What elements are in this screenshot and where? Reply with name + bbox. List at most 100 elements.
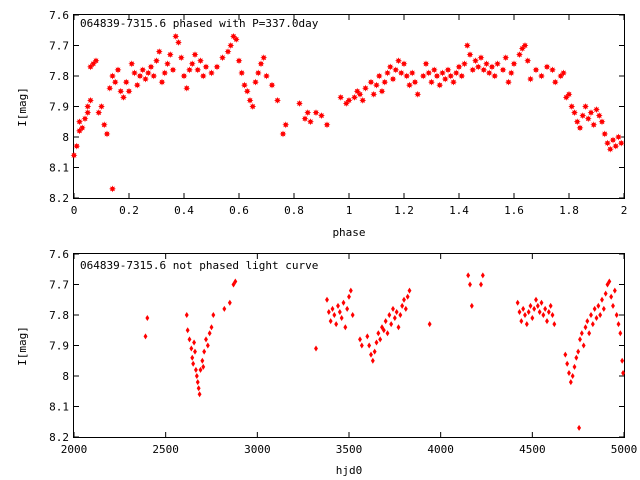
data-point (568, 379, 573, 386)
data-point (499, 66, 507, 74)
data-point (351, 93, 358, 101)
y-tick-label: 7.7 (49, 40, 69, 53)
data-point (530, 315, 535, 322)
data-point (73, 142, 81, 150)
data-point (279, 130, 287, 138)
data-point (480, 272, 485, 279)
data-point (609, 293, 614, 300)
data-point (122, 78, 130, 86)
data-point (158, 78, 166, 86)
data-point (128, 60, 136, 68)
data-point (428, 78, 435, 86)
data-point (581, 342, 586, 349)
x-tick-label: 1.2 (394, 204, 414, 217)
data-point (577, 424, 582, 431)
data-point (419, 72, 427, 80)
data-point (359, 97, 367, 104)
data-point (574, 354, 579, 361)
data-point (469, 66, 477, 74)
data-point (238, 69, 246, 77)
data-point (381, 78, 389, 86)
x-tick-label: 4500 (519, 443, 546, 456)
data-point (394, 308, 399, 315)
data-point (532, 66, 540, 74)
data-point (576, 124, 584, 132)
data-point (169, 66, 177, 74)
data-point (332, 312, 337, 318)
data-point (246, 97, 254, 104)
data-point (572, 363, 577, 370)
data-point (402, 296, 406, 303)
data-point (260, 54, 268, 62)
data-point (477, 54, 485, 62)
data-points (70, 32, 625, 193)
data-point (433, 72, 441, 80)
data-point (337, 93, 345, 101)
data-point (524, 321, 529, 328)
data-point (87, 97, 94, 104)
data-point (209, 324, 214, 331)
data-point (600, 296, 604, 303)
data-point (95, 109, 103, 116)
data-point (604, 139, 611, 147)
data-point (614, 312, 619, 318)
data-point (78, 124, 86, 132)
data-point (590, 121, 598, 129)
data-point (407, 287, 412, 294)
x-tick-label: 0 (71, 204, 78, 217)
data-point (541, 312, 546, 318)
data-point (312, 109, 320, 116)
data-point (595, 112, 603, 120)
data-point (455, 63, 463, 71)
data-point (578, 336, 582, 343)
data-point (197, 391, 202, 398)
data-point (469, 302, 474, 309)
data-point (425, 69, 433, 77)
data-point (392, 315, 397, 322)
y-tick-label: 8.2 (49, 192, 69, 205)
data-point (517, 308, 522, 315)
data-point (213, 63, 221, 71)
data-point (606, 145, 614, 153)
data-point (202, 348, 207, 355)
data-point (153, 57, 160, 65)
data-point (133, 81, 141, 89)
x-tick-label: 5000 (611, 443, 638, 456)
data-point (570, 373, 575, 379)
data-point (546, 308, 551, 315)
x-tick-label: 0.4 (174, 204, 194, 217)
data-point (543, 305, 548, 312)
data-point (468, 281, 472, 288)
data-point (545, 318, 549, 325)
data-point (621, 369, 626, 376)
data-point (403, 305, 408, 312)
data-point (235, 57, 243, 65)
data-point (227, 42, 235, 49)
data-point (161, 69, 169, 77)
data-point (534, 296, 538, 303)
data-point (347, 293, 351, 300)
data-point (389, 75, 397, 83)
data-point (120, 93, 127, 101)
x-tick-label: 0.2 (119, 204, 139, 217)
data-point (208, 69, 215, 77)
data-point (231, 281, 236, 288)
data-point (282, 121, 290, 129)
y-tick-label: 8.2 (49, 431, 69, 444)
data-point (341, 299, 346, 306)
data-point (378, 87, 386, 95)
data-point (114, 66, 122, 74)
data-point (537, 308, 542, 315)
data-point (584, 115, 592, 123)
data-point (526, 308, 531, 315)
x-tick-label: 1.6 (504, 204, 524, 217)
data-point (330, 305, 335, 312)
data-point (458, 72, 466, 80)
y-tick-label: 7.9 (49, 101, 69, 114)
data-point (194, 66, 202, 74)
data-point (198, 366, 203, 373)
data-point (296, 100, 303, 107)
data-point (452, 69, 460, 77)
x-tick-label: 1.4 (449, 204, 469, 217)
